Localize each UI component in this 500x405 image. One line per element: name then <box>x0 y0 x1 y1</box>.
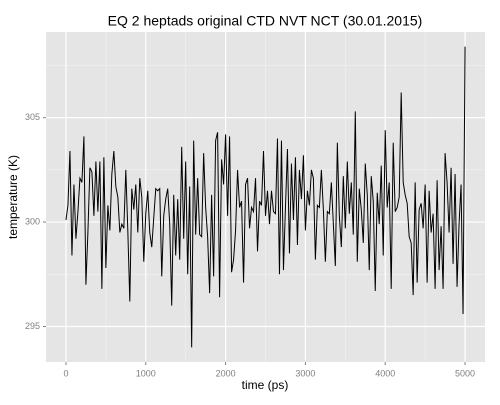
chart-title: EQ 2 heptads original CTD NVT NCT (30.01… <box>108 13 423 29</box>
x-tick-label: 1000 <box>136 368 156 378</box>
y-tick-label: 300 <box>25 216 40 226</box>
y-tick-label: 305 <box>25 112 40 122</box>
x-axis-title: time (ps) <box>242 378 289 392</box>
y-tick-label: 295 <box>25 321 40 331</box>
x-tick-label: 4000 <box>375 368 395 378</box>
x-tick-label: 3000 <box>295 368 315 378</box>
data-line <box>65 46 466 348</box>
x-tick-label: 5000 <box>455 368 475 378</box>
x-tick-label: 2000 <box>216 368 236 378</box>
y-axis-title: temperature (K) <box>6 155 20 239</box>
x-tick-label: 0 <box>63 368 68 378</box>
